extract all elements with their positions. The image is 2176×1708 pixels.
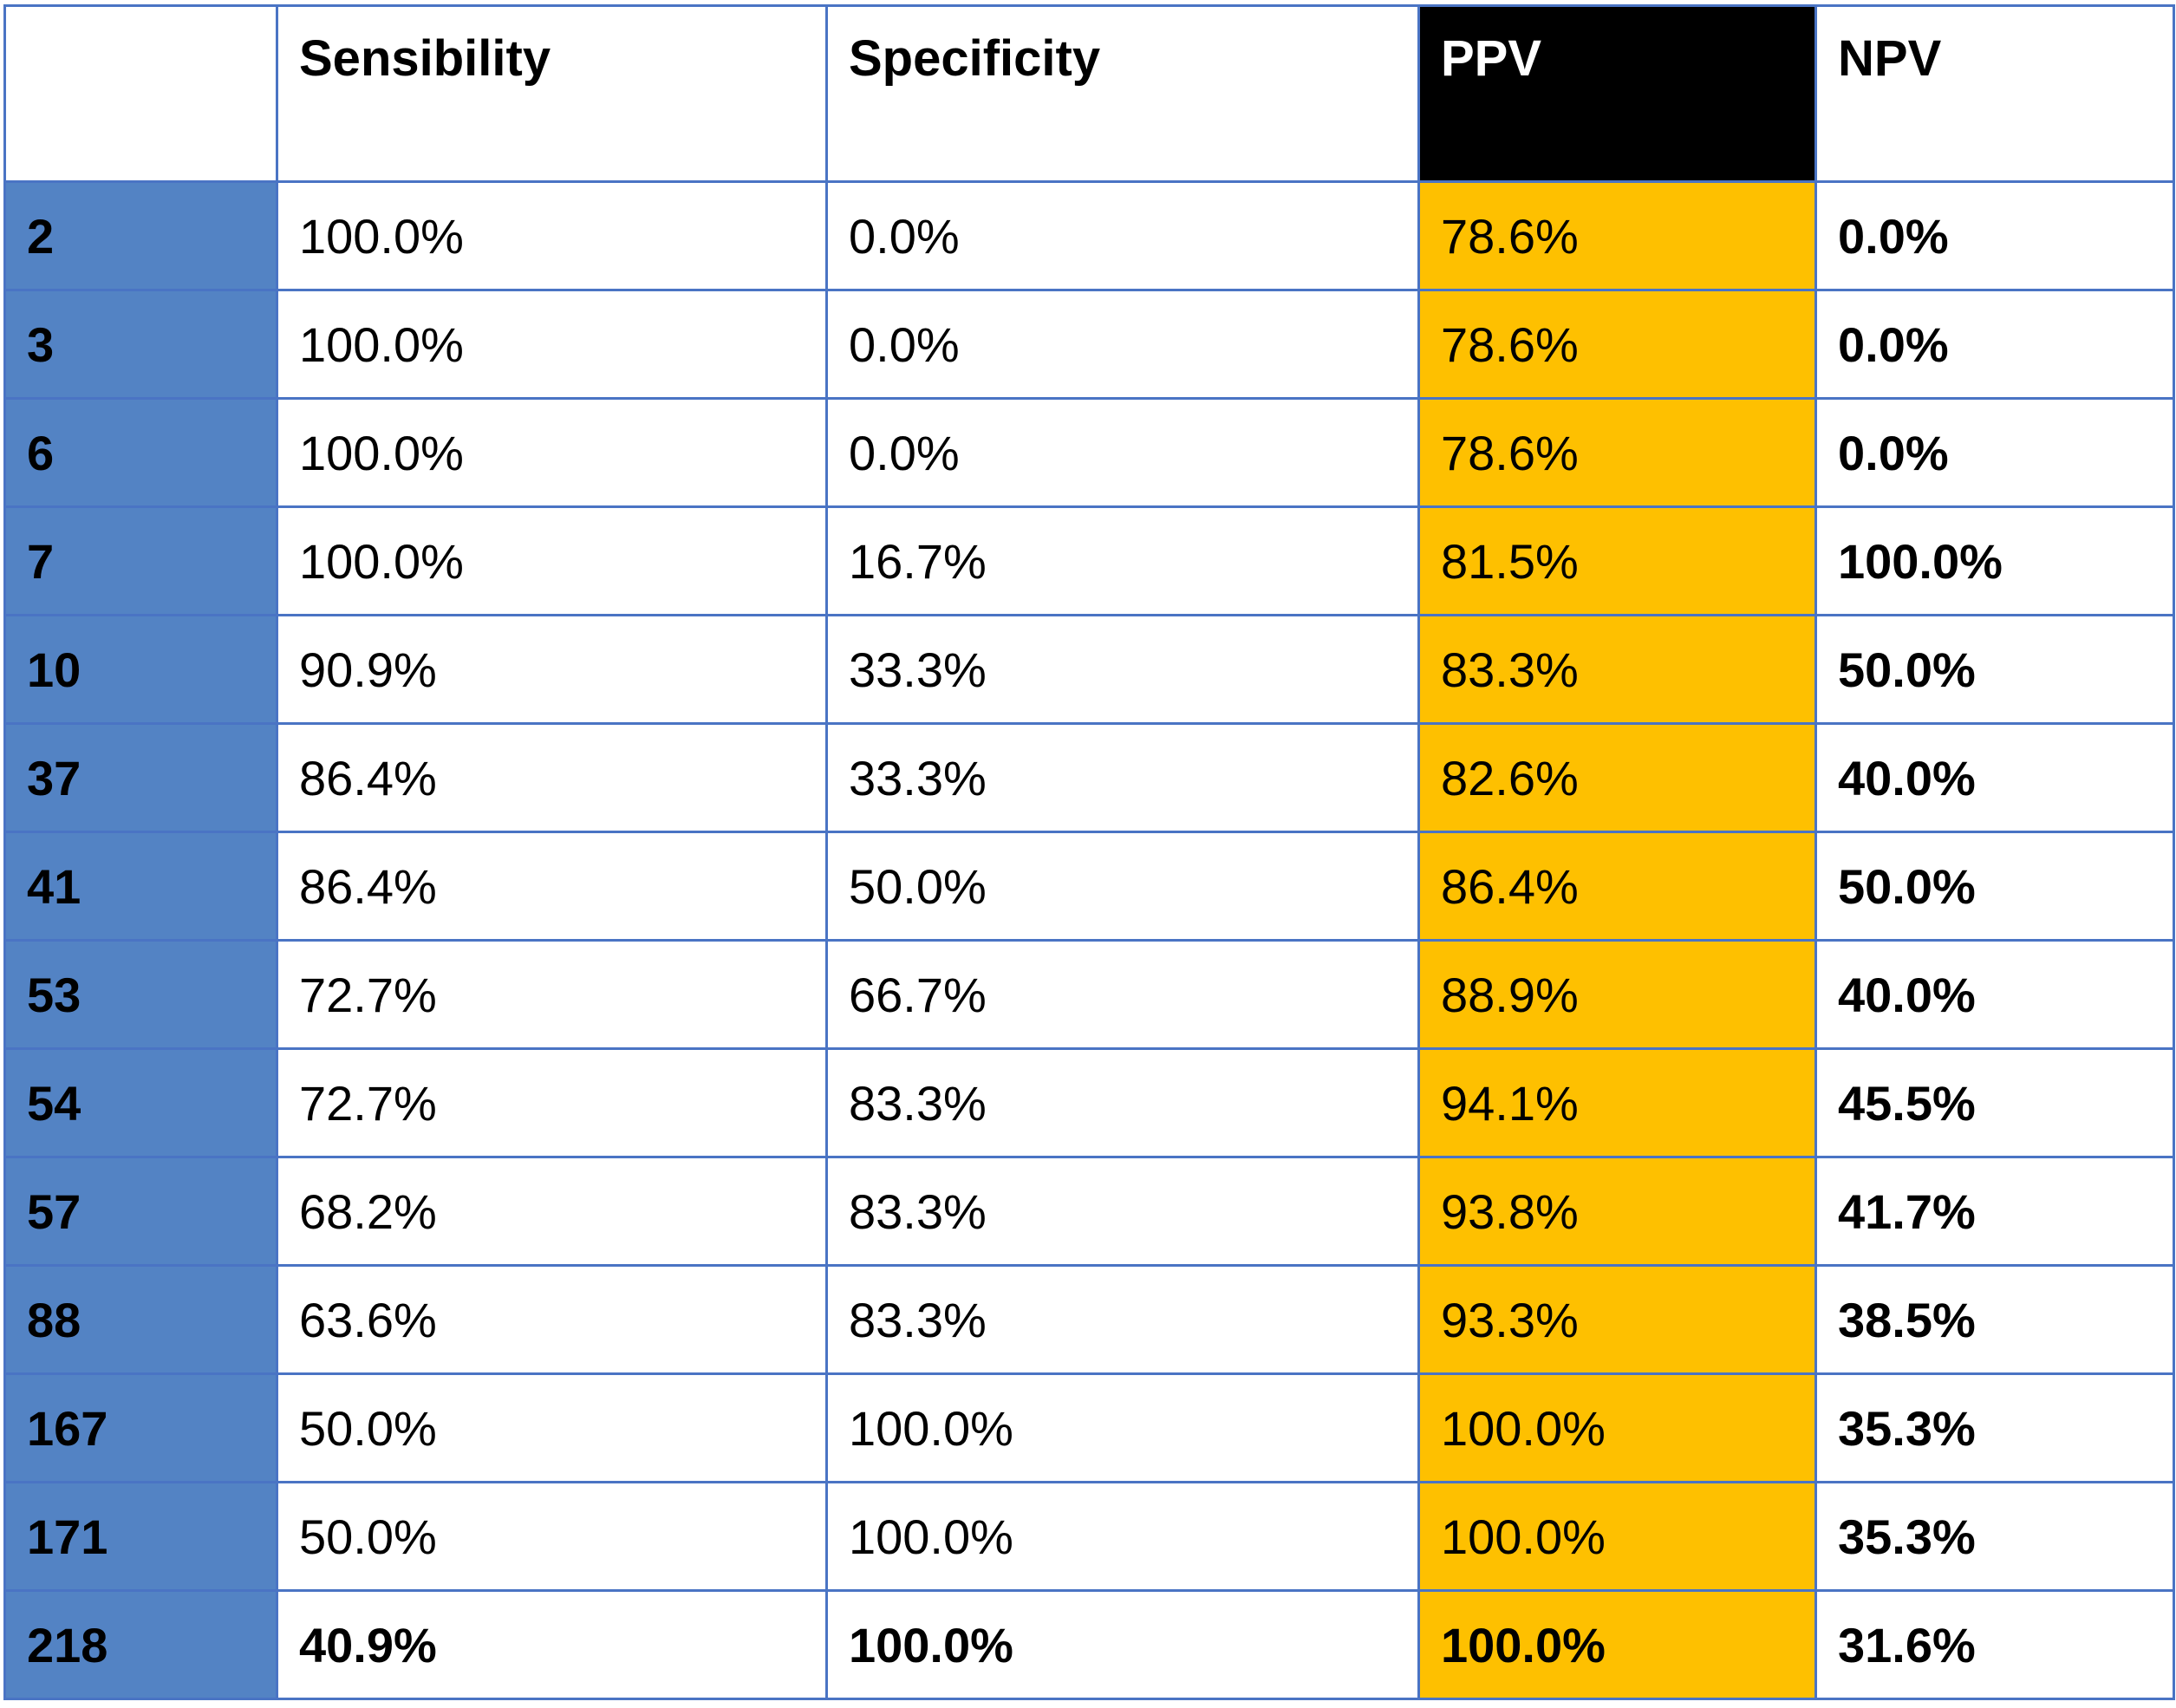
ppv-cell: 78.6% <box>1417 397 1817 508</box>
table-row: 54 72.7% 83.3% 94.1% 45.5% <box>3 1047 2175 1158</box>
sensibility-cell: 86.4% <box>276 831 828 942</box>
row-header-cell: 2 <box>3 180 278 291</box>
row-header-cell: 7 <box>3 505 278 616</box>
row-header-cell: 88 <box>3 1264 278 1375</box>
sensibility-cell: 100.0% <box>276 397 828 508</box>
npv-cell: 0.0% <box>1814 289 2175 400</box>
ppv-cell: 94.1% <box>1417 1047 1817 1158</box>
npv-cell: 0.0% <box>1814 397 2175 508</box>
row-header-cell: 37 <box>3 722 278 833</box>
sensibility-cell: 40.9% <box>276 1589 828 1700</box>
specificity-cell: 66.7% <box>825 939 1420 1050</box>
table-row: 41 86.4% 50.0% 86.4% 50.0% <box>3 831 2175 942</box>
sensibility-cell: 50.0% <box>276 1481 828 1592</box>
table-row: 57 68.2% 83.3% 93.8% 41.7% <box>3 1156 2175 1267</box>
sensibility-cell: 72.7% <box>276 1047 828 1158</box>
table-container: Sensibility Specificity PPV NPV 2 100.0% 0… <box>3 4 2175 1704</box>
table-row: 88 63.6% 83.3% 93.3% 38.5% <box>3 1264 2175 1375</box>
sensibility-cell: 68.2% <box>276 1156 828 1267</box>
sensibility-cell: 63.6% <box>276 1264 828 1375</box>
npv-cell: 45.5% <box>1814 1047 2175 1158</box>
metrics-table: Sensibility Specificity PPV NPV 2 100.0% 0… <box>3 4 2175 1700</box>
table-row: 218 40.9% 100.0% 100.0% 31.6% <box>3 1589 2175 1700</box>
npv-cell: 0.0% <box>1814 180 2175 291</box>
row-header-cell: 57 <box>3 1156 278 1267</box>
row-header-cell: 3 <box>3 289 278 400</box>
npv-cell: 41.7% <box>1814 1156 2175 1267</box>
table-row: 7 100.0% 16.7% 81.5% 100.0% <box>3 505 2175 616</box>
sensibility-cell: 100.0% <box>276 289 828 400</box>
table-row: 167 50.0% 100.0% 100.0% 35.3% <box>3 1372 2175 1483</box>
npv-cell: 40.0% <box>1814 722 2175 833</box>
specificity-cell: 83.3% <box>825 1156 1420 1267</box>
ppv-cell: 82.6% <box>1417 722 1817 833</box>
table-row: 10 90.9% 33.3% 83.3% 50.0% <box>3 614 2175 725</box>
npv-cell: 50.0% <box>1814 831 2175 942</box>
sensibility-cell: 100.0% <box>276 505 828 616</box>
npv-cell: 50.0% <box>1814 614 2175 725</box>
sensibility-cell: 86.4% <box>276 722 828 833</box>
row-header-cell: 171 <box>3 1481 278 1592</box>
table-row: 171 50.0% 100.0% 100.0% 35.3% <box>3 1481 2175 1592</box>
table-row: 6 100.0% 0.0% 78.6% 0.0% <box>3 397 2175 508</box>
specificity-cell: 16.7% <box>825 505 1420 616</box>
table-row: 2 100.0% 0.0% 78.6% 0.0% <box>3 180 2175 291</box>
ppv-cell: 93.3% <box>1417 1264 1817 1375</box>
sensibility-cell: 100.0% <box>276 180 828 291</box>
ppv-cell: 81.5% <box>1417 505 1817 616</box>
npv-header: NPV <box>1814 4 2175 183</box>
sensibility-cell: 50.0% <box>276 1372 828 1483</box>
row-header-cell: 6 <box>3 397 278 508</box>
specificity-cell: 83.3% <box>825 1047 1420 1158</box>
ppv-cell: 93.8% <box>1417 1156 1817 1267</box>
row-header-cell: 10 <box>3 614 278 725</box>
table-row: 37 86.4% 33.3% 82.6% 40.0% <box>3 722 2175 833</box>
npv-cell: 40.0% <box>1814 939 2175 1050</box>
ppv-cell: 83.3% <box>1417 614 1817 725</box>
specificity-cell: 100.0% <box>825 1481 1420 1592</box>
ppv-cell: 100.0% <box>1417 1372 1817 1483</box>
sensibility-cell: 72.7% <box>276 939 828 1050</box>
npv-cell: 35.3% <box>1814 1481 2175 1592</box>
table-row: 53 72.7% 66.7% 88.9% 40.0% <box>3 939 2175 1050</box>
specificity-cell: 33.3% <box>825 614 1420 725</box>
specificity-cell: 0.0% <box>825 289 1420 400</box>
specificity-cell: 100.0% <box>825 1372 1420 1483</box>
ppv-cell: 78.6% <box>1417 180 1817 291</box>
row-header-cell: 54 <box>3 1047 278 1158</box>
specificity-cell: 33.3% <box>825 722 1420 833</box>
specificity-cell: 100.0% <box>825 1589 1420 1700</box>
npv-cell: 38.5% <box>1814 1264 2175 1375</box>
ppv-cell: 88.9% <box>1417 939 1817 1050</box>
specificity-cell: 0.0% <box>825 397 1420 508</box>
specificity-cell: 0.0% <box>825 180 1420 291</box>
ppv-cell: 100.0% <box>1417 1481 1817 1592</box>
row-header-cell: 218 <box>3 1589 278 1700</box>
corner-header-cell <box>3 4 278 183</box>
specificity-cell: 83.3% <box>825 1264 1420 1375</box>
sensibility-cell: 90.9% <box>276 614 828 725</box>
row-header-cell: 167 <box>3 1372 278 1483</box>
header-row: Sensibility Specificity PPV NPV <box>3 4 2175 183</box>
row-header-cell: 53 <box>3 939 278 1050</box>
ppv-cell: 78.6% <box>1417 289 1817 400</box>
npv-cell: 100.0% <box>1814 505 2175 616</box>
sensibility-header: Sensibility <box>276 4 828 183</box>
row-header-cell: 41 <box>3 831 278 942</box>
ppv-cell: 100.0% <box>1417 1589 1817 1700</box>
npv-cell: 31.6% <box>1814 1589 2175 1700</box>
ppv-header: PPV <box>1417 4 1817 183</box>
specificity-header: Specificity <box>825 4 1420 183</box>
ppv-cell: 86.4% <box>1417 831 1817 942</box>
specificity-cell: 50.0% <box>825 831 1420 942</box>
table-row: 3 100.0% 0.0% 78.6% 0.0% <box>3 289 2175 400</box>
npv-cell: 35.3% <box>1814 1372 2175 1483</box>
